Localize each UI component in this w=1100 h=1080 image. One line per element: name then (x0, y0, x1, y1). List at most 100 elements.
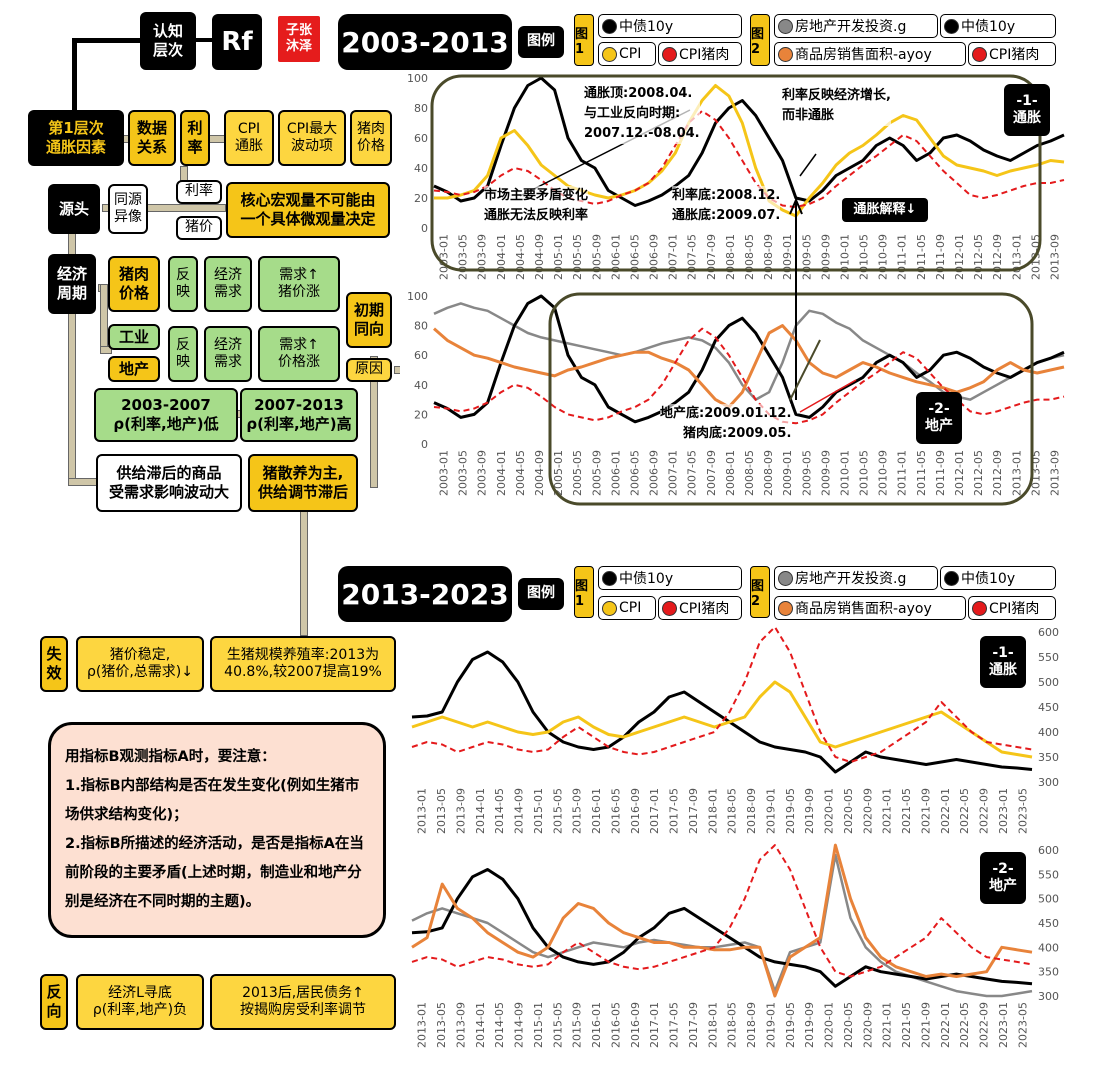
x-tick-label: 2010-09 (877, 234, 890, 280)
connector (72, 38, 142, 43)
annot-inflation-explain: 通胀解释↓ (842, 198, 928, 222)
x-tick-label: 2005-05 (571, 234, 584, 280)
tag-property-2: -2- 地产 (980, 852, 1026, 904)
scale-rate: 生猪规模养殖率:2013为 40.8%,较2007提高19% (210, 636, 396, 692)
x-tick-label: 2006-05 (628, 234, 641, 280)
pork-price: 猪肉 价格 (350, 110, 392, 166)
x-tick-label: 2008-05 (743, 234, 756, 280)
y-tick-label: 550 (1038, 868, 1059, 881)
x-tick-label: 2010-05 (858, 234, 871, 280)
legend-cpi-pork-b: CPI猪肉 (658, 596, 742, 620)
x-tick-label: 2018-01 (706, 1002, 719, 1048)
x-tick-label: 2014-09 (513, 1002, 526, 1048)
x-tick-label: 2022-09 (978, 788, 991, 834)
note-box: 用指标B观测指标A时，要注意： 1.指标B内部结构是否在发生变化(例如生猪市场供… (48, 722, 386, 938)
connector (72, 38, 77, 112)
fig1-tag: 图 1 (574, 14, 594, 66)
connector (146, 204, 226, 212)
x-tick-label: 2019-05 (784, 788, 797, 834)
fail-box: 失 效 (40, 636, 68, 692)
x-tick-label: 2004-05 (514, 234, 527, 280)
initial-same: 初期 同向 (346, 292, 392, 348)
x-tick-label: 2018-09 (745, 1002, 758, 1048)
tag-inflation-2: -1- 通胀 (980, 636, 1026, 688)
x-tick-label: 2015-01 (532, 1002, 545, 1048)
x-tick-label: 2004-01 (495, 234, 508, 280)
x-tick-label: 2017-09 (687, 788, 700, 834)
x-tick-label: 2023-01 (997, 1002, 1010, 1048)
x-tick-label: 2010-09 (877, 450, 890, 496)
x-tick-label: 2020-01 (823, 1002, 836, 1048)
x-tick-label: 2003-05 (457, 234, 470, 280)
y-tick-label: 80 (414, 320, 428, 333)
series-line (411, 868, 1033, 988)
connector (370, 356, 378, 488)
x-tick-label: 2004-01 (495, 450, 508, 496)
chart-inflation-2013: 300 350 400 450 500 550 600 2013-01 2013-05 2013-… (406, 624, 1072, 844)
annot-property-bottom: 地产底:2009.01.12. 猪肉底:2009.05. (660, 404, 792, 443)
fig1-tag-text: 图 1 (575, 579, 589, 609)
x-tick-label: 2013-05 (1029, 450, 1042, 496)
x-tick-label: 2005-09 (590, 234, 603, 280)
note-text: 用指标B观测指标A时，要注意： 1.指标B内部结构是否在发生变化(例如生猪市场供… (65, 749, 364, 910)
x-tick-label: 2011-05 (915, 234, 928, 280)
legend-cpi-pork-2: CPI猪肉 (968, 42, 1056, 66)
pork-price-2: 猪肉 价格 (108, 256, 160, 312)
x-tick-label: 2021-01 (881, 788, 894, 834)
x-tick-label: 2008-09 (762, 234, 775, 280)
legend-dot (778, 46, 793, 62)
x-tick-label: 2012-01 (953, 450, 966, 496)
econ-demand-1: 经济 需求 (204, 256, 252, 312)
x-tick-label: 2022-09 (978, 1002, 991, 1048)
series-line (411, 853, 1033, 998)
legend-cpi-pork-2b: CPI猪肉 (968, 596, 1056, 620)
after-2013: 2013后,居民债务↑ 按揭购房受利率调节 (210, 974, 396, 1030)
legend-label: 中债10y (619, 571, 674, 587)
rf-text: Rf (221, 26, 253, 57)
connector (300, 510, 308, 636)
legend-dot (602, 18, 617, 34)
y-tick-label: 300 (1038, 776, 1059, 789)
level-label: 认知 层次 (140, 12, 196, 70)
legend-label: CPI (619, 46, 642, 62)
y-tick-label: 0 (421, 438, 428, 451)
legend-dot (778, 570, 793, 586)
industry-box: 工业 (108, 324, 160, 350)
data-relation: 数据 关系 (128, 110, 176, 166)
fig2-tag: 图 2 (750, 14, 770, 66)
x-tick-label: 2009-01 (781, 450, 794, 496)
x-tick-label: 2013-09 (454, 1002, 467, 1048)
x-tick-label: 2003-09 (476, 450, 489, 496)
x-tick-label: 2019-01 (764, 1002, 777, 1048)
y-tick-label: 500 (1038, 893, 1059, 906)
demand-price: 需求↑ 价格涨 (258, 326, 340, 382)
reflect-1: 反 映 (168, 256, 198, 312)
x-tick-label: 2016-09 (629, 788, 642, 834)
x-tick-label: 2015-05 (551, 1002, 564, 1048)
x-tick-label: 2013-01 (1010, 450, 1023, 496)
legend-invest: 房地产开发投资.g (774, 14, 938, 38)
x-tick-label: 2013-01 (1010, 234, 1023, 280)
x-tick-label: 2018-01 (706, 788, 719, 834)
x-tick-label: 2015-01 (532, 788, 545, 834)
x-tick-label: 2006-09 (648, 450, 661, 496)
y-tick-label: 350 (1038, 966, 1059, 979)
x-tick-label: 2007-09 (705, 450, 718, 496)
x-tick-label: 2008-09 (762, 450, 775, 496)
series-line (411, 650, 1033, 774)
x-tick-label: 2020-05 (842, 788, 855, 834)
cpi-max-vol: CPI最大 波动项 (278, 110, 346, 166)
x-tick-label: 2013-09 (454, 788, 467, 834)
x-tick-label: 2012-05 (972, 450, 985, 496)
series-line (411, 680, 1033, 759)
x-tick-label: 2021-01 (881, 1002, 894, 1048)
x-tick-label: 2005-01 (552, 450, 565, 496)
tag-property-1: -2- 地产 (916, 392, 962, 444)
legend-dot (602, 600, 617, 616)
annot-rate-bottom: 利率底:2008.12. 通胀底:2009.07. (672, 186, 781, 227)
x-tick-label: 2009-01 (781, 234, 794, 280)
fig2-tag-text: 图 2 (751, 579, 765, 609)
x-tick-label: 2013-09 (1048, 234, 1061, 280)
x-tick-label: 2009-09 (819, 234, 832, 280)
annot-main-contradiction: 市场主要矛盾变化 通胀无法反映利率 (484, 186, 589, 227)
